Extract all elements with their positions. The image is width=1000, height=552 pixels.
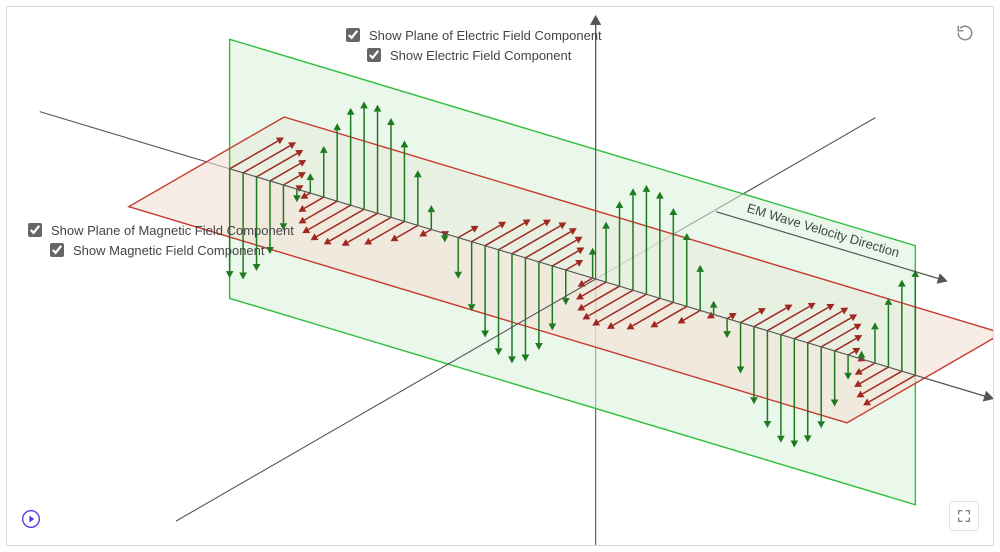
checkbox-label: Show Plane of Magnetic Field Component bbox=[51, 223, 294, 238]
checkbox-input[interactable] bbox=[28, 223, 42, 237]
fullscreen-icon[interactable] bbox=[949, 501, 979, 531]
checkbox-show-e-field[interactable]: Show Electric Field Component bbox=[363, 45, 571, 65]
checkbox-input[interactable] bbox=[367, 48, 381, 62]
checkbox-input[interactable] bbox=[50, 243, 64, 257]
checkbox-input[interactable] bbox=[346, 28, 360, 42]
diagram-frame: EM Wave Velocity Direction Show Plane of… bbox=[6, 6, 994, 546]
scene-svg: EM Wave Velocity Direction bbox=[7, 7, 993, 545]
checkbox-show-b-plane[interactable]: Show Plane of Magnetic Field Component bbox=[24, 220, 294, 240]
checkbox-label: Show Electric Field Component bbox=[390, 48, 571, 63]
play-icon[interactable] bbox=[17, 505, 45, 533]
checkbox-show-e-plane[interactable]: Show Plane of Electric Field Component bbox=[342, 25, 602, 45]
checkbox-label: Show Magnetic Field Component bbox=[73, 243, 265, 258]
reset-icon[interactable] bbox=[951, 19, 979, 47]
checkbox-show-b-field[interactable]: Show Magnetic Field Component bbox=[46, 240, 265, 260]
checkbox-label: Show Plane of Electric Field Component bbox=[369, 28, 602, 43]
